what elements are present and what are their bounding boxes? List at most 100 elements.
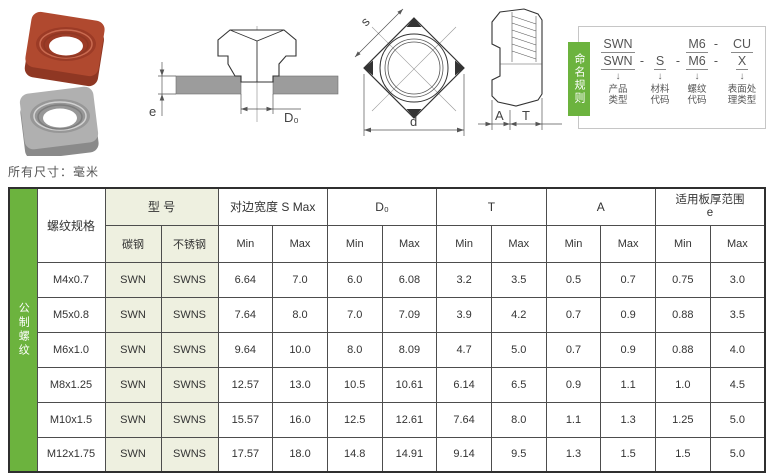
cell-value: 7.0 bbox=[272, 261, 328, 298]
naming-rules-label: 命名规则 bbox=[568, 42, 590, 116]
table-row: M5x0.8 SWN SWNS 7.64 8.0 7.0 7.09 3.9 4.… bbox=[9, 296, 766, 333]
cell-value: 10.5 bbox=[326, 366, 383, 403]
dim-label-t: T bbox=[522, 108, 530, 123]
nut-side-outline bbox=[491, 8, 543, 107]
cell-value: 4.7 bbox=[436, 331, 492, 368]
naming-grid: SWN M6 - CU SWN - S - M6 - X ↓ ↓ ↓ ↓ 产品类… bbox=[599, 27, 765, 106]
code-product-example: SWN bbox=[601, 37, 635, 53]
cell-stainless-model: SWNS bbox=[160, 296, 219, 333]
cell-spec: M12x1.75 bbox=[36, 436, 106, 473]
header-max: Max bbox=[600, 224, 656, 263]
dim-label-s: s bbox=[358, 14, 374, 30]
product-photo-nuts bbox=[19, 11, 105, 156]
cell-value: 4.2 bbox=[490, 296, 547, 333]
nut-section-detail bbox=[229, 29, 285, 82]
code-product: SWN bbox=[601, 54, 635, 70]
header-s-max: 对边宽度 S Max bbox=[217, 187, 328, 226]
cell-value: 12.57 bbox=[217, 366, 274, 403]
cell-value: 14.91 bbox=[381, 436, 438, 473]
cell-value: 7.09 bbox=[381, 296, 438, 333]
top-view-drawing: s d bbox=[354, 8, 465, 136]
header-max: Max bbox=[381, 224, 438, 263]
cell-carbon-model: SWN bbox=[104, 366, 162, 403]
header-e-range: 适用板厚范围 e bbox=[655, 187, 766, 226]
cell-value: 0.9 bbox=[600, 296, 656, 333]
caption-surface-type: 表面处理类型 bbox=[727, 84, 757, 106]
header-min: Min bbox=[326, 224, 383, 263]
cell-value: 0.9 bbox=[600, 331, 656, 368]
cell-value: 1.0 bbox=[655, 366, 711, 403]
cell-stainless-model: SWNS bbox=[160, 261, 219, 298]
cell-value: 15.57 bbox=[217, 401, 274, 438]
cell-carbon-model: SWN bbox=[104, 261, 162, 298]
cell-value: 0.7 bbox=[600, 261, 656, 298]
cell-value: 4.5 bbox=[709, 366, 766, 403]
cell-value: 5.0 bbox=[709, 436, 766, 473]
cell-value: 1.5 bbox=[655, 436, 711, 473]
cell-value: 5.0 bbox=[490, 331, 547, 368]
cell-value: 9.14 bbox=[436, 436, 492, 473]
dash: - bbox=[639, 54, 645, 68]
cell-carbon-model: SWN bbox=[104, 331, 162, 368]
cell-stainless-model: SWNS bbox=[160, 331, 219, 368]
cell-value: 3.9 bbox=[436, 296, 492, 333]
cell-value: 4.0 bbox=[709, 331, 766, 368]
spec-table: 公制螺纹 螺纹规格 型 号 对边宽度 S Max D₀ T A 适用板厚范围 e… bbox=[8, 187, 766, 473]
dash: - bbox=[713, 54, 719, 68]
header-model: 型 号 bbox=[104, 187, 219, 226]
cell-value: 17.57 bbox=[217, 436, 274, 473]
header-e-range-line2: e bbox=[706, 206, 714, 219]
dash: - bbox=[675, 54, 681, 68]
cell-value: 13.0 bbox=[272, 366, 328, 403]
side-view-drawing: A T bbox=[478, 8, 562, 130]
cell-value: 6.64 bbox=[217, 261, 274, 298]
header-min: Min bbox=[217, 224, 274, 263]
cell-value: 1.3 bbox=[545, 436, 602, 473]
cell-value: 9.5 bbox=[490, 436, 547, 473]
cell-value: 12.5 bbox=[326, 401, 383, 438]
cell-value: 1.25 bbox=[655, 401, 711, 438]
cell-value: 7.64 bbox=[217, 296, 274, 333]
down-arrow-icon: ↓ bbox=[739, 71, 745, 82]
cell-value: 8.0 bbox=[272, 296, 328, 333]
header-min: Min bbox=[545, 224, 602, 263]
cell-value: 1.1 bbox=[600, 366, 656, 403]
cell-value: 3.0 bbox=[709, 261, 766, 298]
cell-carbon-model: SWN bbox=[104, 401, 162, 438]
code-thread: M6 bbox=[686, 54, 708, 70]
dim-label-d: d bbox=[410, 114, 417, 129]
cell-value: 6.08 bbox=[381, 261, 438, 298]
cross-section-drawing: e D₀ bbox=[149, 26, 339, 125]
cell-spec: M10x1.5 bbox=[36, 401, 106, 438]
header-d0: D₀ bbox=[326, 187, 438, 226]
cell-spec: M5x0.8 bbox=[36, 296, 106, 333]
cell-value: 14.8 bbox=[326, 436, 383, 473]
header-thread-spec: 螺纹规格 bbox=[36, 187, 106, 263]
cell-value: 7.64 bbox=[436, 401, 492, 438]
cell-value: 0.88 bbox=[655, 331, 711, 368]
cell-value: 10.0 bbox=[272, 331, 328, 368]
cell-value: 6.5 bbox=[490, 366, 547, 403]
dim-label-a: A bbox=[495, 108, 504, 123]
cell-value: 0.7 bbox=[545, 331, 602, 368]
cell-value: 8.09 bbox=[381, 331, 438, 368]
header-min: Min bbox=[436, 224, 492, 263]
dash: - bbox=[713, 37, 719, 51]
header-max: Max bbox=[490, 224, 547, 263]
cell-value: 1.3 bbox=[600, 401, 656, 438]
header-e-range-line1: 适用板厚范围 bbox=[675, 193, 745, 206]
cell-value: 16.0 bbox=[272, 401, 328, 438]
code-surface-example: CU bbox=[730, 37, 754, 53]
cell-value: 0.75 bbox=[655, 261, 711, 298]
cell-value: 8.0 bbox=[490, 401, 547, 438]
cell-spec: M8x1.25 bbox=[36, 366, 106, 403]
header-max: Max bbox=[709, 224, 766, 263]
down-arrow-icon: ↓ bbox=[657, 71, 663, 82]
cell-value: 7.0 bbox=[326, 296, 383, 333]
table-row: M4x0.7 SWN SWNS 6.64 7.0 6.0 6.08 3.2 3.… bbox=[9, 261, 766, 298]
dim-label-e: e bbox=[149, 104, 156, 119]
plate-right bbox=[272, 75, 339, 95]
cell-carbon-model: SWN bbox=[104, 436, 162, 473]
header-t: T bbox=[436, 187, 547, 226]
down-arrow-icon: ↓ bbox=[694, 71, 700, 82]
